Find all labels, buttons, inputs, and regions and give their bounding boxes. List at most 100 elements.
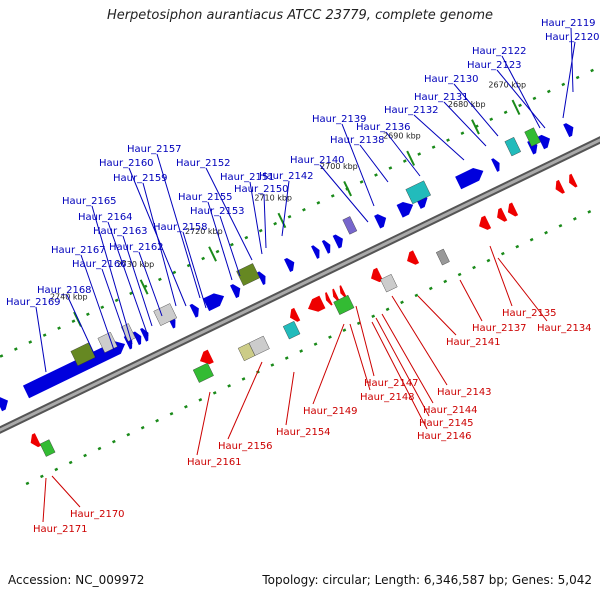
reverse-label-leader	[312, 323, 345, 405]
reverse-label-leader	[355, 305, 375, 377]
lane-dash	[28, 340, 33, 344]
forward-label-leader	[156, 153, 201, 299]
forward-label-leader	[101, 268, 127, 339]
lane-dash	[313, 342, 318, 346]
reverse-gene-label: Haur_2137	[472, 323, 527, 334]
forward-gene-arrow	[332, 234, 343, 249]
reverse-gene-label: Haur_2154	[276, 427, 331, 438]
lane-dash	[402, 159, 407, 163]
lane-dash	[198, 398, 203, 402]
lane-dash	[287, 214, 292, 219]
reverse-gene-label: Haur_2135	[502, 308, 557, 319]
reverse-gene-label: Haur_2148	[360, 392, 415, 403]
accession-label: Accession: NC_009972	[8, 573, 145, 587]
scale-tick-label: 2720 kbp	[185, 227, 223, 236]
forward-gene-arrow	[0, 397, 8, 412]
reverse-gene-label: Haur_2145	[419, 418, 474, 429]
lane-dash	[316, 201, 321, 205]
lane-dash	[215, 249, 220, 254]
forward-gene-arrow	[455, 167, 484, 190]
reverse-gene-label: Haur_2171	[33, 524, 88, 535]
forward-gene-arrow	[230, 284, 241, 299]
lane-dash	[244, 235, 249, 240]
scale-tick-mark	[406, 150, 416, 166]
reverse-label-leader	[375, 317, 430, 417]
lane-dash	[172, 270, 177, 275]
forward-gene-label: Haur_2131	[414, 92, 469, 103]
lane-dash	[587, 210, 592, 214]
reverse-gene-label: Haur_2134	[537, 323, 592, 334]
reverse-gene-label: Haur_2143	[437, 387, 492, 398]
forward-gene-label: Haur_2119	[541, 18, 596, 29]
forward-gene-arrow	[491, 158, 500, 172]
forward-label-leader	[91, 205, 133, 345]
forward-gene-arrow	[396, 201, 414, 218]
scale-tick-mark	[343, 181, 353, 197]
lane-dash	[54, 467, 59, 472]
reverse-gene-label: Haur_2147	[364, 378, 419, 389]
forward-label-leader	[142, 182, 177, 307]
forward-gene-arrow	[203, 293, 225, 312]
reverse-gene-arrow	[371, 267, 384, 283]
lane-dash	[532, 96, 537, 101]
forward-gene-label: Haur_2122	[472, 46, 527, 57]
lane-dash	[0, 354, 4, 358]
reverse-label-leader	[227, 361, 263, 440]
forward-label-leader	[138, 251, 163, 317]
forward-label-leader	[122, 235, 153, 327]
forward-gene-label: Haur_2167	[51, 245, 106, 256]
lane-dash	[457, 272, 462, 277]
forward-gene-label: Haur_2158	[153, 222, 208, 233]
reverse-gene-arrow	[407, 250, 420, 265]
forward-gene-arrow	[311, 245, 320, 259]
lane-dash	[503, 110, 508, 115]
backbone-highlight	[0, 138, 600, 432]
scale-tick-label: 2700 kbp	[320, 162, 358, 171]
lane-dash	[212, 391, 217, 395]
forward-label-leader	[205, 167, 253, 261]
forward-gene-label: Haur_2142	[259, 171, 314, 182]
forward-gene-label: Haur_2150	[234, 184, 289, 195]
forward-gene-label: Haur_2165	[62, 196, 117, 207]
forward-label-leader	[501, 55, 541, 129]
forward-gene-arrow	[537, 134, 551, 150]
reverse-gene-block	[380, 273, 398, 293]
forward-label-leader	[359, 144, 389, 183]
lane-dash	[342, 328, 347, 332]
lane-dash	[446, 138, 450, 142]
lane-dash	[414, 293, 419, 298]
lane-dash	[417, 152, 422, 156]
lane-dash	[111, 439, 116, 444]
forward-gene-block	[504, 136, 522, 157]
lane-dash	[97, 446, 102, 451]
lane-dash	[129, 291, 133, 296]
lane-dash	[227, 384, 232, 388]
forward-label-leader	[107, 221, 149, 337]
reverse-gene-block	[248, 335, 270, 356]
reverse-label-leader	[285, 371, 295, 426]
forward-gene-arrow	[563, 123, 574, 138]
forward-gene-block	[524, 127, 541, 147]
lane-dash	[489, 117, 494, 122]
lane-dash	[356, 321, 361, 326]
lane-dash	[302, 208, 306, 212]
forward-gene-label: Haur_2138	[330, 135, 385, 146]
label-leaders	[35, 27, 576, 523]
reverse-gene-label: Haur_2149	[303, 406, 358, 417]
forward-gene-label: Haur_2159	[113, 173, 168, 184]
backbone	[0, 136, 600, 434]
lane-dash	[68, 460, 73, 465]
forward-gene-label: Haur_2140	[290, 155, 345, 166]
reverse-label-leader	[196, 391, 211, 456]
reverse-gene-arrow	[307, 295, 326, 312]
map-title: Herpetosiphon aurantiacus ATCC 23779, co…	[106, 8, 494, 23]
lane-dash	[431, 145, 436, 149]
lane-dash	[486, 258, 491, 263]
reverse-label-leader	[349, 323, 371, 391]
scale-tick-mark	[277, 212, 287, 229]
reverse-gene-label: Haur_2170	[70, 509, 125, 520]
reverse-gene-arrow	[479, 215, 492, 230]
forward-label-leader	[385, 131, 421, 177]
forward-gene-arrow	[132, 331, 142, 346]
